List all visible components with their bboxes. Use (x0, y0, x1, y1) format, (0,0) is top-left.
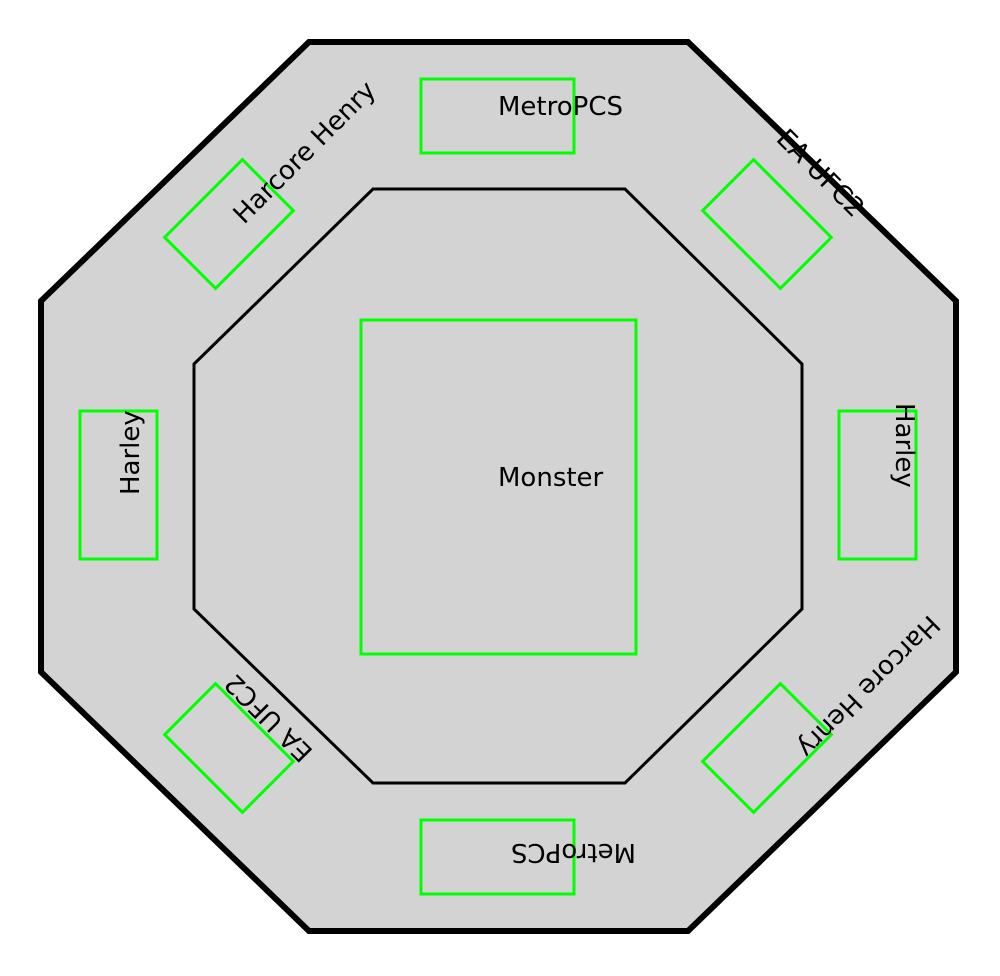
sponsor-box-left (78, 409, 159, 561)
sponsor-box-top-left (162, 157, 296, 291)
sponsor-group-top-right (700, 157, 834, 291)
inner-octagon (192, 187, 804, 785)
sponsor-box-bottom-right (700, 681, 834, 815)
sponsor-box-top (419, 77, 576, 155)
sponsor-box-right (837, 409, 918, 561)
sponsor-label-bottom: MetroPCS (511, 837, 636, 867)
center-sponsor-box (359, 318, 638, 656)
sponsor-group-bottom-left (162, 681, 296, 815)
sponsor-box-bottom-left (162, 681, 296, 815)
sponsor-group-top-left (162, 157, 296, 291)
sponsor-box-bottom (419, 818, 576, 896)
center-sponsor-label: Monster (498, 463, 604, 493)
sponsor-group-bottom-right (700, 681, 834, 815)
sponsor-label-left: Harley (116, 410, 146, 495)
sponsor-box-top-right (700, 157, 834, 291)
sponsor-label-top: MetroPCS (498, 92, 623, 122)
sponsor-label-right: Harley (889, 403, 919, 488)
outer-octagon (38, 39, 959, 934)
